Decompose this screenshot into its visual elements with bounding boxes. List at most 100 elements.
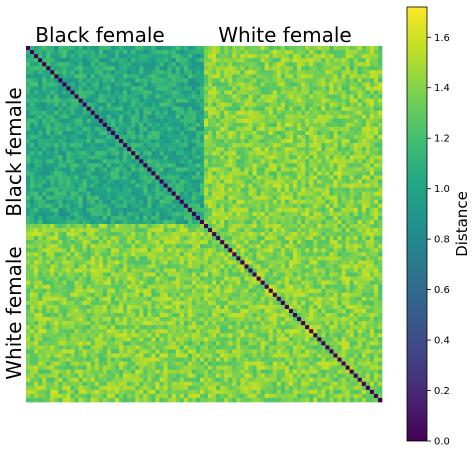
- heatmap-cell: [261, 54, 265, 58]
- heatmap-cell: [155, 264, 159, 268]
- heatmap-cell: [151, 159, 155, 163]
- heatmap-cell: [366, 95, 370, 99]
- heatmap-cell: [305, 220, 309, 224]
- heatmap-cell: [54, 111, 58, 115]
- heatmap-cell: [147, 163, 151, 167]
- heatmap-cell: [293, 244, 297, 248]
- heatmap-cell: [87, 204, 91, 208]
- heatmap-cell: [107, 264, 111, 268]
- heatmap-cell: [127, 66, 131, 70]
- heatmap-cell: [131, 99, 135, 103]
- heatmap-cell: [244, 58, 248, 62]
- heatmap-cell: [370, 200, 374, 204]
- heatmap-cell: [58, 244, 62, 248]
- heatmap-cell: [38, 212, 42, 216]
- heatmap-cell: [38, 180, 42, 184]
- heatmap-cell: [301, 50, 305, 54]
- heatmap-cell: [71, 264, 75, 268]
- heatmap-cell: [253, 123, 257, 127]
- heatmap-cell: [192, 208, 196, 212]
- heatmap-cell: [374, 115, 378, 119]
- heatmap-cell: [91, 139, 95, 143]
- heatmap-cell: [370, 159, 374, 163]
- heatmap-cell: [172, 54, 176, 58]
- heatmap-cell: [172, 175, 176, 179]
- heatmap-cell: [58, 273, 62, 277]
- heatmap-cell: [342, 95, 346, 99]
- heatmap-cell: [75, 273, 79, 277]
- heatmap-cell: [111, 62, 115, 66]
- heatmap-cell: [257, 244, 261, 248]
- heatmap-cell: [354, 123, 358, 127]
- heatmap-cell: [50, 151, 54, 155]
- heatmap-cell: [269, 224, 273, 228]
- heatmap-cell: [212, 200, 216, 204]
- heatmap-cell: [354, 54, 358, 58]
- heatmap-cell: [91, 260, 95, 264]
- heatmap-cell: [83, 200, 87, 204]
- heatmap-cell: [34, 74, 38, 78]
- heatmap-cell: [338, 224, 342, 228]
- heatmap-cell: [374, 111, 378, 115]
- heatmap-cell: [99, 180, 103, 184]
- heatmap-cell: [212, 107, 216, 111]
- heatmap-cell: [127, 228, 131, 232]
- heatmap-cell: [265, 236, 269, 240]
- heatmap-cell: [176, 139, 180, 143]
- heatmap-cell: [30, 188, 34, 192]
- heatmap-cell: [95, 212, 99, 216]
- heatmap-cell: [46, 147, 50, 151]
- heatmap-cell: [26, 260, 30, 264]
- heatmap-cell: [42, 220, 46, 224]
- heatmap-cell: [321, 171, 325, 175]
- heatmap-cell: [119, 91, 123, 95]
- heatmap-cell: [164, 107, 168, 111]
- heatmap-cell: [188, 66, 192, 70]
- heatmap-cell: [261, 196, 265, 200]
- heatmap-cell: [293, 273, 297, 277]
- heatmap-cell: [127, 159, 131, 163]
- heatmap-cell: [196, 188, 200, 192]
- heatmap-cell: [95, 163, 99, 167]
- heatmap-cell: [42, 70, 46, 74]
- heatmap-cell: [164, 192, 168, 196]
- heatmap-cell: [204, 212, 208, 216]
- heatmap-cell: [338, 159, 342, 163]
- heatmap-cell: [277, 95, 281, 99]
- heatmap-cell: [168, 244, 172, 248]
- heatmap-cell: [232, 260, 236, 264]
- heatmap-cell: [38, 248, 42, 252]
- heatmap-cell: [160, 171, 164, 175]
- heatmap-cell: [285, 224, 289, 228]
- heatmap-cell: [374, 208, 378, 212]
- heatmap-cell: [374, 74, 378, 78]
- heatmap-cell: [172, 208, 176, 212]
- heatmap-cell: [200, 46, 204, 50]
- heatmap-cell: [309, 260, 313, 264]
- heatmap-cell: [305, 58, 309, 62]
- heatmap-cell: [123, 171, 127, 175]
- heatmap-cell: [293, 159, 297, 163]
- heatmap-cell: [212, 175, 216, 179]
- heatmap-cell: [346, 91, 350, 95]
- heatmap-cell: [115, 264, 119, 268]
- heatmap-cell: [160, 111, 164, 115]
- heatmap-cell: [30, 216, 34, 220]
- heatmap-cell: [50, 135, 54, 139]
- heatmap-cell: [293, 216, 297, 220]
- heatmap-cell: [123, 196, 127, 200]
- heatmap-cell: [244, 252, 248, 256]
- heatmap-cell: [281, 232, 285, 236]
- heatmap-cell: [220, 151, 224, 155]
- heatmap-cell: [155, 86, 159, 90]
- heatmap-cell: [370, 58, 374, 62]
- heatmap-cell: [277, 232, 281, 236]
- heatmap-cell: [305, 91, 309, 95]
- heatmap-cell: [42, 196, 46, 200]
- heatmap-cell: [200, 155, 204, 159]
- heatmap-cell: [196, 66, 200, 70]
- heatmap-cell: [305, 252, 309, 256]
- heatmap-cell: [192, 159, 196, 163]
- heatmap-cell: [208, 119, 212, 123]
- heatmap-cell: [224, 269, 228, 273]
